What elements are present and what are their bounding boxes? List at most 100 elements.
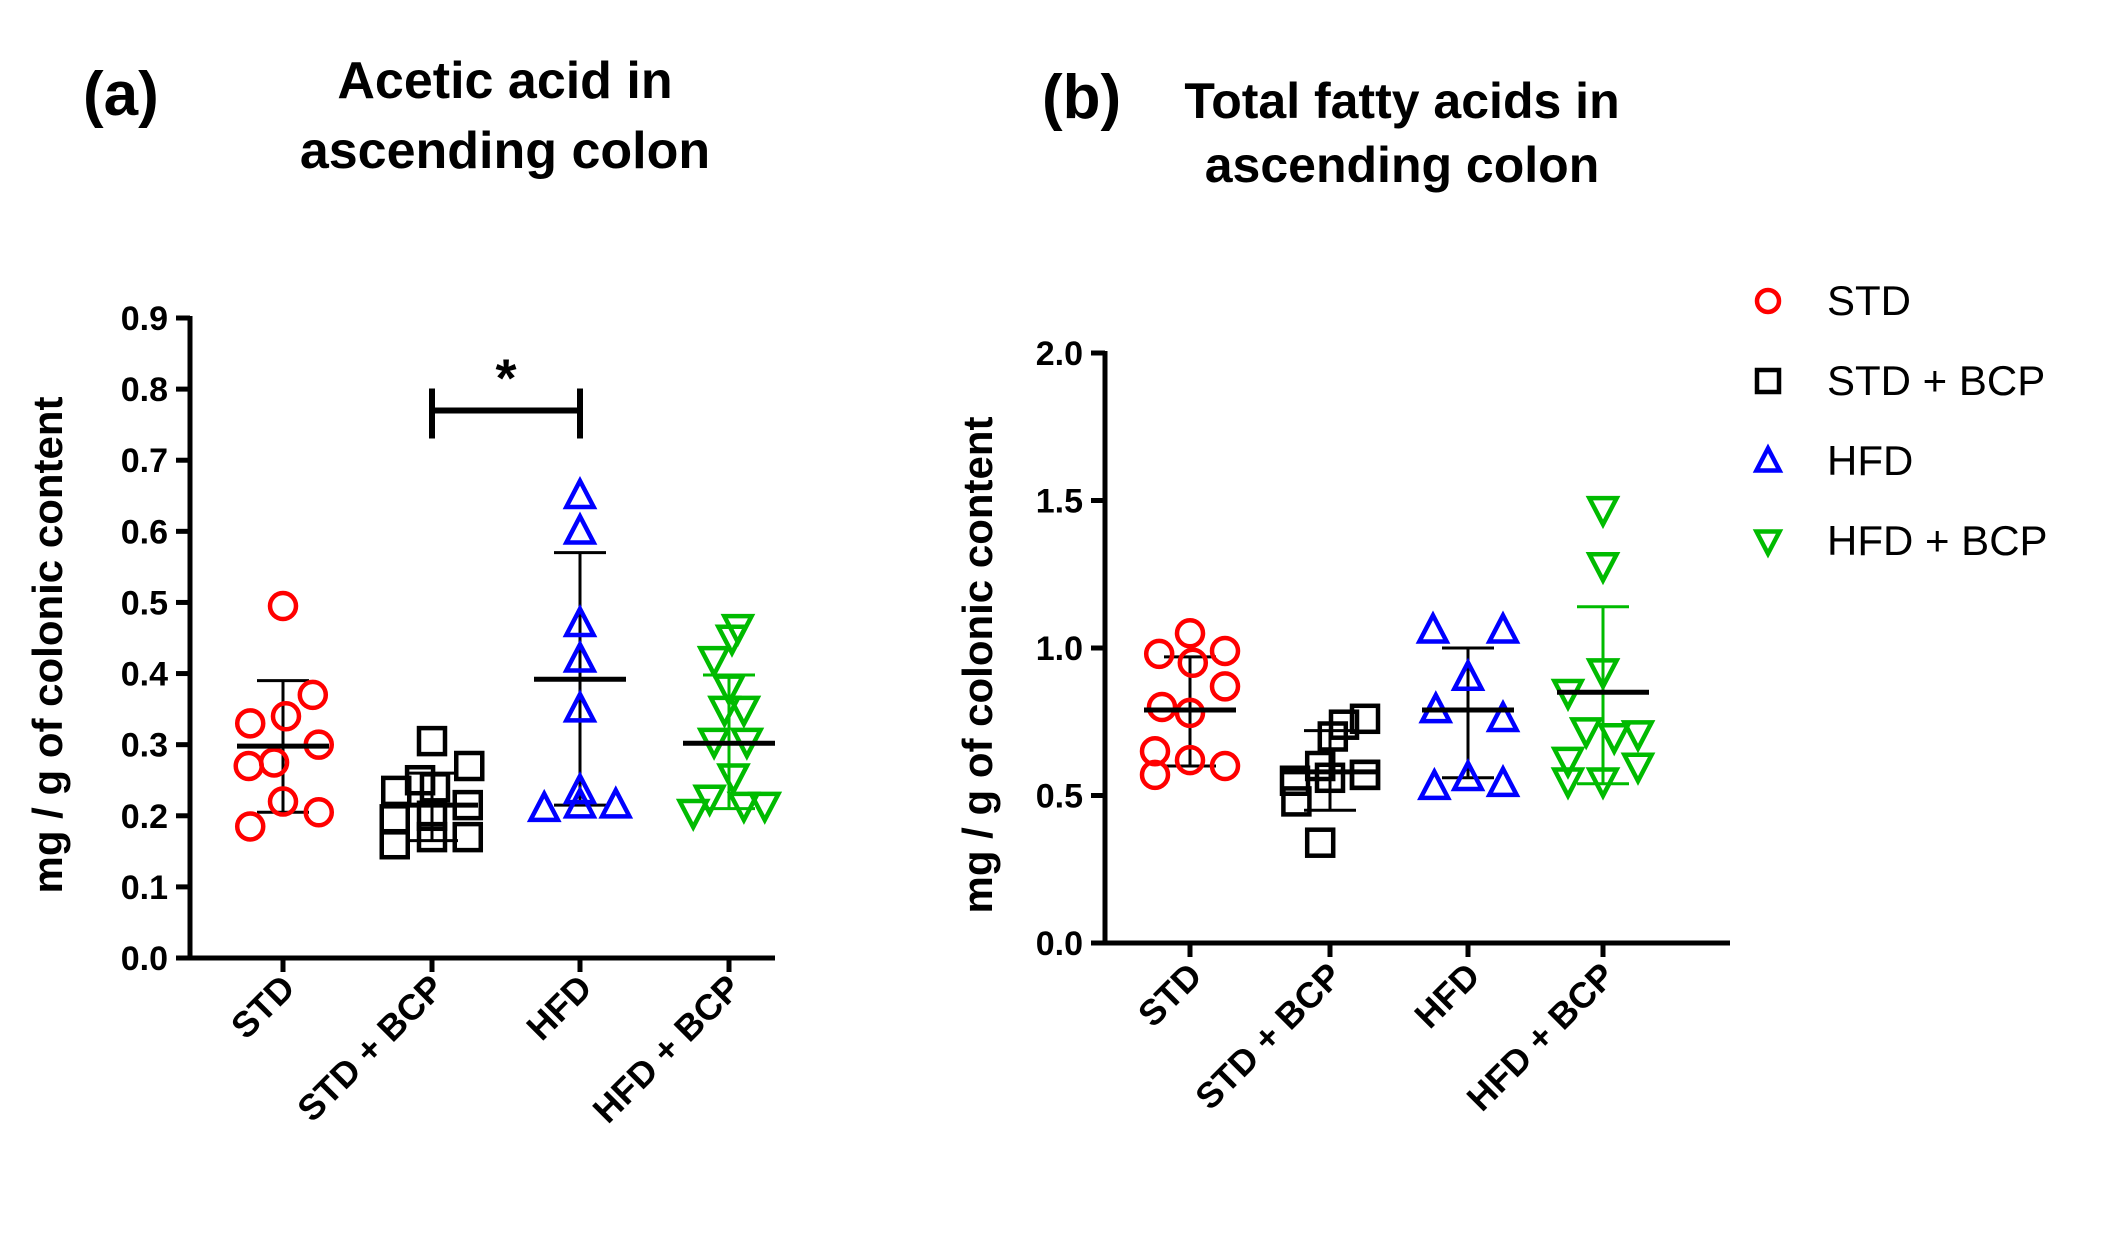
panel-b-point-std	[1139, 736, 1171, 767]
panel-b-y-tick-label: 1.5	[1036, 483, 1083, 521]
panel-a-y-tick-label: 0.0	[121, 940, 168, 978]
panel-a-point-hfd	[562, 689, 598, 723]
panel-b-point-hfd-bcp	[1585, 551, 1621, 586]
panel-a-y-tick-label: 0.2	[121, 798, 168, 836]
panel-a-point-hfd-bcp	[675, 798, 711, 833]
panel-b-point-std-bcp	[1304, 827, 1336, 858]
panel-a-point-hfd	[562, 511, 598, 545]
panel-a-y-tick-label: 0.7	[121, 442, 168, 480]
panel-a-label: (a)	[83, 60, 159, 129]
panel-b-y-tick-label: 0.0	[1036, 925, 1083, 963]
panel-b-ylabel: mg / g of colonic content	[954, 417, 1001, 914]
panel-a-y-tick-label: 0.9	[121, 300, 168, 338]
panel-a-point-std	[234, 708, 266, 739]
panel-b-series-std-bcp	[1279, 703, 1381, 858]
panel-b-series-std	[1139, 618, 1241, 791]
panel-a-point-std-bcp	[452, 821, 484, 853]
panel-a-point-std	[303, 796, 335, 828]
panel-a-point-std	[267, 590, 299, 622]
panel-b-x-tick-label-std-bcp: STD + BCP	[1187, 955, 1350, 1118]
panel-b-point-hfd	[1415, 610, 1451, 644]
panel-b-y-tick-label: 2.0	[1036, 335, 1083, 373]
panel-b-point-std	[1209, 750, 1241, 782]
panel-b-point-std	[1209, 671, 1241, 702]
panel-a-series-hfd	[526, 475, 634, 823]
legend	[1752, 287, 1784, 559]
panel-a-title-line-2: ascending colon	[300, 122, 710, 180]
panel-b-point-std	[1174, 697, 1206, 729]
panel-b-point-hfd	[1450, 657, 1486, 691]
panel-a-point-hfd	[598, 785, 634, 819]
panel-a-significance-star: *	[495, 348, 516, 408]
panel-a-point-hfd-bcp	[726, 695, 762, 729]
panel-a-point-hfd	[562, 639, 598, 673]
panel-b-y-tick-label: 0.5	[1036, 778, 1083, 816]
panel-a-point-std-bcp	[379, 828, 410, 860]
panel-b-point-std	[1174, 744, 1206, 776]
panel-b-point-hfd	[1485, 610, 1521, 644]
panel-b-point-std	[1209, 635, 1241, 667]
panel-a-point-std-bcp	[379, 804, 410, 835]
panel-a-point-std	[234, 811, 266, 842]
panel-b-point-hfd	[1417, 766, 1452, 801]
panel-b-point-hfd-bcp	[1596, 723, 1632, 757]
panel-b-point-std-bcp	[1349, 759, 1381, 791]
panel-b-y-tick-label: 1.0	[1036, 630, 1083, 668]
panel-a-ylabel: mg / g of colonic content	[24, 397, 71, 894]
panel-a-point-hfd-bcp	[711, 674, 747, 708]
panel-b-point-std	[1174, 618, 1206, 649]
panel-b-point-hfd-bcp	[1620, 752, 1656, 786]
panel-b-point-hfd-bcp	[1585, 495, 1621, 530]
panel-a-point-std	[267, 786, 299, 817]
panel-b-series-hfd	[1415, 610, 1521, 801]
panel-a-point-std-bcp	[416, 725, 448, 757]
panel-a-point-hfd-bcp	[696, 645, 732, 680]
panel-a-point-hfd-bcp	[720, 613, 756, 648]
panel-a-point-hfd-bcp	[716, 763, 751, 797]
panel-a-y-tick-label: 0.6	[121, 513, 168, 551]
legend-circle-icon	[1754, 287, 1782, 315]
panel-b-x-tick-label-std: STD	[1130, 955, 1210, 1035]
panel-b-label: (b)	[1042, 63, 1121, 132]
panel-b-point-std-bcp	[1281, 786, 1312, 817]
panel-b-title-line-2: ascending colon	[1205, 137, 1600, 193]
panel-b-point-std-bcp	[1349, 759, 1381, 791]
panel-a-point-hfd	[562, 771, 598, 805]
panel-a-y-tick-label: 0.8	[121, 371, 168, 409]
legend-square-icon	[1754, 367, 1782, 395]
legend-label-std-bcp: STD + BCP	[1827, 357, 2045, 404]
panel-a-y-tick-label: 0.1	[121, 869, 168, 907]
panel-a-point-std-bcp	[454, 750, 485, 782]
panel-b-point-hfd	[1485, 698, 1521, 733]
legend-label-std: STD	[1827, 277, 1911, 324]
panel-b-point-hfd	[1450, 757, 1486, 792]
panel-b-point-hfd-bcp	[1620, 720, 1656, 754]
panel-b-title-line-1: Total fatty acids in	[1184, 73, 1619, 129]
panel-a-y-tick-label: 0.5	[121, 584, 168, 622]
panel-a-series-std	[233, 590, 335, 842]
panel-b-point-hfd-bcp	[1585, 767, 1621, 801]
panel-a-y-tick-label: 0.3	[121, 727, 168, 765]
panel-b-point-hfd	[1485, 763, 1521, 798]
legend-label-hfd: HFD	[1827, 437, 1913, 484]
legend-triangle-down-icon	[1752, 529, 1784, 559]
panel-a-point-std	[233, 750, 264, 782]
panel-a-x-tick-label-std: STD	[223, 967, 303, 1047]
panel-a-point-hfd-bcp	[692, 784, 727, 818]
panel-a-series-hfd-bcp	[675, 613, 783, 833]
panel-b-point-std	[1139, 759, 1171, 791]
panel-a-point-hfd	[562, 475, 598, 510]
panel-b-point-std	[1143, 638, 1175, 670]
panel-a-point-std	[270, 700, 302, 732]
panel-a-x-tick-label-std-bcp: STD + BCP	[289, 967, 452, 1130]
panel-b-point-std-bcp	[1328, 709, 1360, 740]
panel-a-point-std-bcp	[404, 764, 436, 796]
panel-b-point-std-bcp	[1349, 703, 1381, 735]
legend-label-hfd-bcp: HFD + BCP	[1827, 517, 2048, 564]
panel-a-significance-bracket: *	[429, 348, 583, 439]
panel-b-series-hfd-bcp	[1550, 495, 1656, 801]
